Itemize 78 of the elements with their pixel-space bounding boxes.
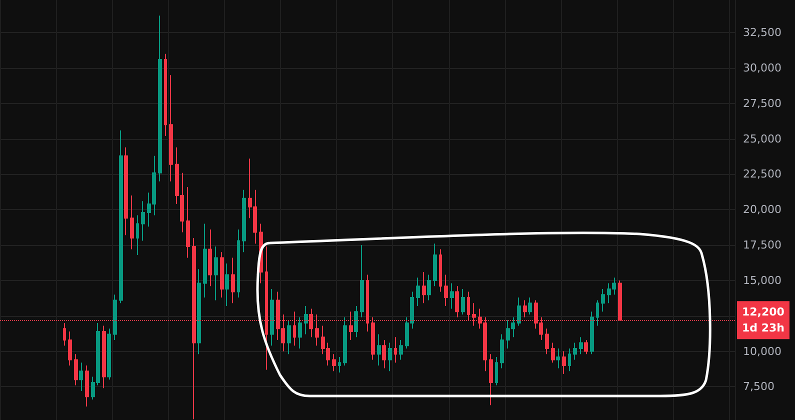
candlestick bbox=[422, 271, 426, 304]
candlestick bbox=[197, 268, 201, 355]
candlestick bbox=[79, 362, 83, 392]
y-tick-label: 25,000 bbox=[743, 132, 782, 146]
candlestick bbox=[433, 243, 437, 287]
candlestick bbox=[214, 246, 218, 301]
candlestick bbox=[382, 339, 386, 369]
candlestick bbox=[338, 356, 341, 374]
candlestick bbox=[298, 316, 302, 349]
y-tick-label: 20,000 bbox=[743, 203, 782, 216]
candlestick bbox=[489, 354, 493, 406]
candlestick bbox=[568, 348, 571, 372]
candlestick bbox=[399, 339, 403, 360]
candlestick bbox=[556, 348, 560, 369]
candlestick bbox=[119, 130, 123, 304]
ref-line-label: 12,200 bbox=[742, 306, 785, 319]
candlestick bbox=[551, 342, 555, 364]
candlestick bbox=[136, 214, 139, 256]
candlestick bbox=[304, 305, 308, 335]
candlestick bbox=[354, 305, 358, 338]
text: 1d 23h bbox=[742, 322, 784, 335]
candlestick bbox=[164, 53, 167, 136]
candlestick bbox=[74, 354, 78, 386]
y-tick-label: 17,500 bbox=[743, 238, 782, 252]
candlestick bbox=[332, 354, 336, 372]
candlestick bbox=[242, 189, 246, 253]
candlestick bbox=[562, 350, 566, 374]
candlestick bbox=[102, 325, 106, 389]
candlestick bbox=[416, 277, 420, 306]
candlestick bbox=[270, 288, 274, 346]
y-tick-label: 32,500 bbox=[743, 26, 782, 40]
candlestick bbox=[500, 334, 504, 369]
y-tick-label: 30,000 bbox=[743, 61, 782, 74]
candlestick bbox=[85, 364, 89, 408]
candlestick bbox=[601, 288, 605, 312]
y-tick-label: 10,000 bbox=[743, 344, 782, 358]
candlestick bbox=[579, 336, 583, 355]
candlestick bbox=[237, 228, 240, 298]
candlestick bbox=[444, 274, 448, 306]
candlestick bbox=[124, 146, 128, 236]
y-tick-label: 27,500 bbox=[743, 96, 782, 110]
candlestick bbox=[63, 322, 66, 346]
candlestick bbox=[203, 223, 207, 298]
candlestick bbox=[590, 311, 594, 355]
candlestick bbox=[169, 74, 173, 182]
candlestick bbox=[360, 244, 364, 318]
candlestick bbox=[394, 336, 397, 364]
candlestick bbox=[130, 194, 134, 250]
candlestick bbox=[231, 257, 235, 304]
candlestick bbox=[495, 356, 498, 386]
candlestick bbox=[388, 342, 392, 372]
y-tick-label: 22,500 bbox=[743, 168, 782, 181]
candlestick bbox=[450, 282, 454, 310]
candlestick bbox=[208, 228, 212, 287]
candlestick bbox=[427, 274, 431, 301]
candlestick bbox=[220, 252, 224, 298]
candlestick bbox=[545, 328, 549, 355]
candlestick bbox=[455, 286, 459, 318]
candlestick bbox=[113, 294, 117, 340]
candlestick bbox=[287, 320, 291, 355]
candlestick bbox=[225, 262, 229, 306]
candlestick bbox=[461, 288, 465, 315]
candlestick bbox=[343, 316, 347, 366]
candlestick bbox=[68, 330, 72, 366]
candlestick bbox=[107, 328, 111, 380]
candlestick bbox=[186, 186, 190, 258]
candlestick bbox=[141, 200, 145, 242]
candlestick bbox=[596, 300, 599, 326]
candlestick bbox=[439, 248, 442, 292]
y-tick-label: 15,000 bbox=[743, 274, 782, 287]
candlestick bbox=[573, 342, 577, 360]
candlestick bbox=[584, 339, 588, 355]
candlestick bbox=[523, 300, 527, 318]
candlestick bbox=[517, 296, 521, 326]
candlestick bbox=[377, 334, 381, 366]
candlestick bbox=[158, 15, 162, 182]
y-tick-label: 7,500 bbox=[743, 380, 774, 394]
candlestick bbox=[528, 296, 532, 315]
